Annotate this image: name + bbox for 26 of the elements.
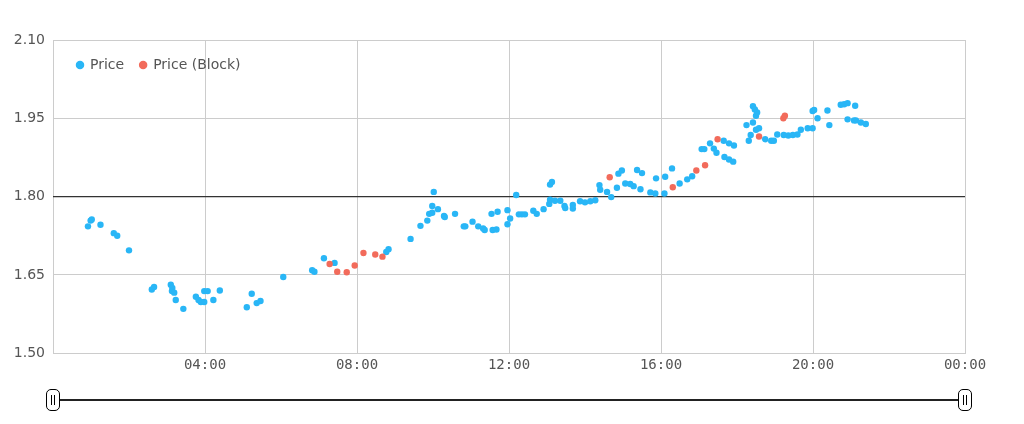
point [326, 260, 333, 268]
y-tick-label: 1.95 [13, 108, 45, 125]
point [714, 135, 721, 143]
y-tick-label: 1.50 [13, 343, 45, 360]
point [693, 167, 700, 174]
point [669, 184, 676, 191]
legend-label: Price [90, 55, 125, 72]
point [379, 253, 386, 260]
point [351, 262, 358, 269]
legend-label: Price (Block) [153, 55, 241, 72]
point [334, 268, 341, 275]
x-tick-label: 04:00 [183, 356, 227, 373]
point [755, 133, 763, 140]
point [372, 251, 379, 258]
x-tick-label: 16:00 [639, 356, 683, 373]
y-tick-label: 2.10 [13, 30, 45, 47]
x-tick-label: 00:00 [943, 356, 987, 373]
x-tick-label: 12:00 [487, 356, 531, 373]
x-tick-label: 20:00 [791, 356, 835, 373]
y-tick-label: 1.80 [13, 187, 45, 204]
point [701, 162, 709, 169]
point [343, 269, 350, 276]
x-tick-label: 08:00 [335, 356, 379, 373]
point [360, 249, 367, 257]
y-tick-label: 1.65 [13, 265, 45, 282]
point [606, 174, 613, 181]
